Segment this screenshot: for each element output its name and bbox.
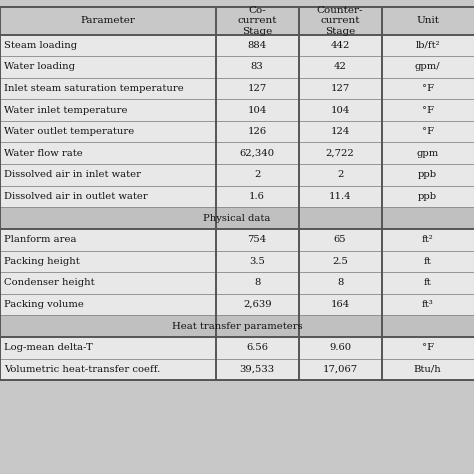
- Text: °F: °F: [422, 84, 434, 93]
- Text: Counter-
current
Stage: Counter- current Stage: [317, 6, 364, 36]
- Text: ft²: ft²: [422, 235, 434, 244]
- Text: 39,533: 39,533: [239, 365, 275, 374]
- Text: 2,722: 2,722: [326, 149, 355, 158]
- Text: 127: 127: [330, 84, 350, 93]
- Text: Planform area: Planform area: [4, 235, 76, 244]
- Text: Volumetric heat-transfer coeff.: Volumetric heat-transfer coeff.: [4, 365, 160, 374]
- Text: 62,340: 62,340: [239, 149, 275, 158]
- Text: lb/ft²: lb/ft²: [416, 41, 440, 50]
- Bar: [0, 185, 474, 207]
- Bar: [0, 337, 474, 358]
- Bar: [0, 121, 474, 143]
- Text: Condenser height: Condenser height: [4, 278, 94, 287]
- Bar: [0, 78, 474, 100]
- Text: ppb: ppb: [418, 170, 438, 179]
- Bar: [0, 142, 474, 164]
- Text: Packing height: Packing height: [4, 257, 80, 266]
- Text: 65: 65: [334, 235, 346, 244]
- Text: 104: 104: [247, 106, 267, 115]
- Text: Packing volume: Packing volume: [4, 300, 84, 309]
- Text: Unit: Unit: [416, 17, 439, 25]
- Text: 11.4: 11.4: [329, 192, 351, 201]
- Text: ft: ft: [424, 278, 432, 287]
- Bar: [0, 250, 474, 272]
- Bar: [0, 229, 474, 250]
- Text: Physical data: Physical data: [203, 214, 271, 222]
- Bar: [0, 358, 474, 380]
- Text: ft³: ft³: [422, 300, 434, 309]
- Text: Water inlet temperature: Water inlet temperature: [4, 106, 128, 115]
- Text: °F: °F: [422, 127, 434, 136]
- Text: Btu/h: Btu/h: [414, 365, 442, 374]
- Bar: [0, 207, 474, 229]
- Text: gpm: gpm: [417, 149, 439, 158]
- Text: gpm/: gpm/: [415, 63, 441, 72]
- Text: Heat transfer parameters: Heat transfer parameters: [172, 322, 302, 330]
- Text: °F: °F: [422, 106, 434, 115]
- Text: 2,639: 2,639: [243, 300, 272, 309]
- Text: 442: 442: [330, 41, 350, 50]
- Text: 2.5: 2.5: [332, 257, 348, 266]
- Bar: [0, 315, 474, 337]
- Text: Water loading: Water loading: [4, 63, 75, 72]
- Bar: [0, 35, 474, 56]
- Text: Inlet steam saturation temperature: Inlet steam saturation temperature: [4, 84, 183, 93]
- Bar: [0, 56, 474, 78]
- Text: 9.60: 9.60: [329, 343, 351, 352]
- Text: 884: 884: [247, 41, 267, 50]
- Text: 17,067: 17,067: [322, 365, 358, 374]
- Text: 83: 83: [251, 63, 264, 72]
- Text: Co-
current
Stage: Co- current Stage: [237, 6, 277, 36]
- Text: 124: 124: [330, 127, 350, 136]
- Text: 3.5: 3.5: [249, 257, 265, 266]
- Text: Dissolved air in inlet water: Dissolved air in inlet water: [4, 170, 141, 179]
- Bar: [0, 272, 474, 293]
- Text: 104: 104: [330, 106, 350, 115]
- Text: 6.56: 6.56: [246, 343, 268, 352]
- Text: Steam loading: Steam loading: [4, 41, 77, 50]
- Bar: [0, 164, 474, 185]
- Text: 127: 127: [247, 84, 267, 93]
- Text: 126: 126: [247, 127, 267, 136]
- Text: Water outlet temperature: Water outlet temperature: [4, 127, 134, 136]
- Bar: [0, 293, 474, 315]
- Text: °F: °F: [422, 343, 434, 352]
- Bar: [0, 100, 474, 121]
- Text: 8: 8: [337, 278, 343, 287]
- Text: 2: 2: [337, 170, 343, 179]
- Bar: [0, 7, 474, 35]
- Text: 42: 42: [334, 63, 346, 72]
- Text: ft: ft: [424, 257, 432, 266]
- Text: 164: 164: [330, 300, 350, 309]
- Text: Parameter: Parameter: [81, 17, 135, 25]
- Text: ppb: ppb: [418, 192, 438, 201]
- Text: 8: 8: [254, 278, 260, 287]
- Text: Log-mean delta-T: Log-mean delta-T: [4, 343, 92, 352]
- Text: 754: 754: [247, 235, 267, 244]
- Text: Dissolved air in outlet water: Dissolved air in outlet water: [4, 192, 147, 201]
- Text: Water flow rate: Water flow rate: [4, 149, 82, 158]
- Text: 1.6: 1.6: [249, 192, 265, 201]
- Text: 2: 2: [254, 170, 260, 179]
